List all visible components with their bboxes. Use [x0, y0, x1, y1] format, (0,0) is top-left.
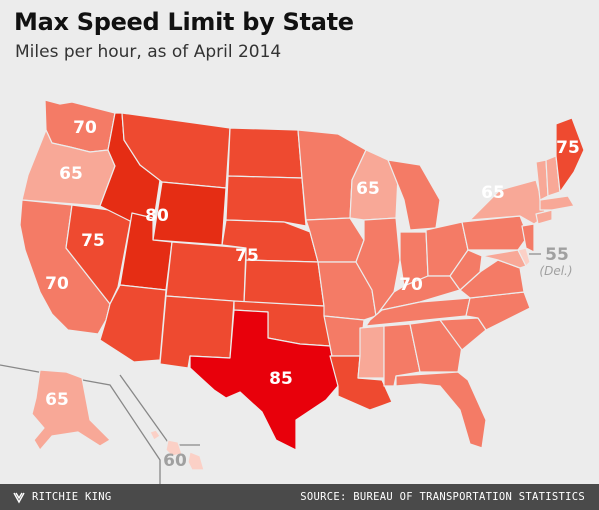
state-maine — [555, 117, 585, 193]
state-north-dakota — [227, 127, 303, 179]
label-hawaii: 60 — [163, 451, 187, 471]
label-delaware: 55 — [545, 245, 569, 265]
state-delaware — [517, 247, 531, 267]
state-south-dakota — [225, 175, 307, 227]
state-hawaii — [149, 429, 205, 471]
label-nevada: 75 — [81, 231, 105, 251]
state-connecticut — [535, 209, 553, 225]
state-wisconsin — [349, 149, 399, 221]
label-texas: 85 — [269, 369, 293, 389]
map-title: Max Speed Limit by State — [14, 8, 354, 36]
state-west-virginia — [449, 249, 483, 291]
label-maine: 75 — [556, 138, 580, 158]
credit-text: RITCHIE KING — [32, 491, 112, 503]
state-new-jersey — [521, 223, 535, 253]
label-idaho: 80 — [145, 206, 169, 226]
source-text: SOURCE: BUREAU OF TRANSPORTATION STATIST… — [300, 491, 585, 503]
label-wisconsin: 65 — [356, 179, 380, 199]
label-central: 75 — [235, 246, 259, 266]
fivethirtyeight-logo-icon — [13, 492, 25, 504]
state-pennsylvania — [461, 215, 529, 251]
state-colorado — [165, 241, 247, 303]
state-mississippi — [357, 325, 385, 379]
label-alaska: 65 — [45, 390, 69, 410]
state-maryland — [481, 249, 527, 269]
state-florida — [395, 371, 487, 449]
label-california: 70 — [45, 274, 69, 294]
map-subtitle: Miles per hour, as of April 2014 — [15, 42, 282, 62]
state-kansas — [243, 259, 325, 307]
label-delaware-note: (Del.) — [539, 264, 572, 278]
state-massachusetts — [539, 195, 575, 211]
inset-divider-line — [119, 374, 200, 446]
label-east: 70 — [399, 275, 423, 295]
footer-bar: RITCHIE KING SOURCE: BUREAU OF TRANSPORT… — [0, 484, 599, 510]
label-washington: 70 — [73, 118, 97, 138]
us-speed-map: 70 65 80 75 70 75 65 65 75 70 85 65 60 5… — [0, 99, 585, 484]
label-oregon: 65 — [59, 164, 83, 184]
state-alaska — [31, 369, 111, 451]
state-texas — [189, 309, 339, 451]
label-new-york: 65 — [481, 183, 505, 203]
